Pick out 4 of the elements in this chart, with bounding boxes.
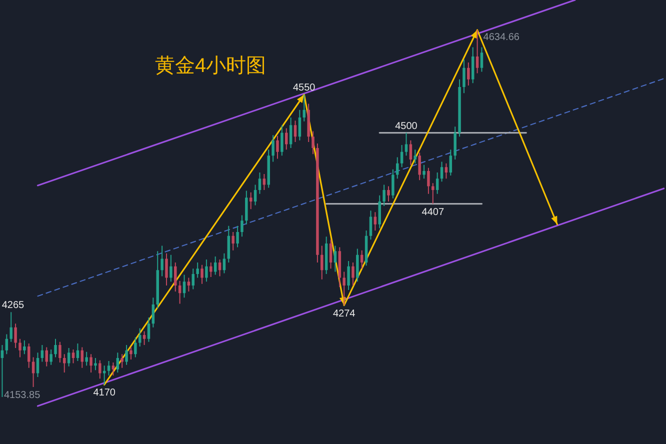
annotation: 4170 xyxy=(93,388,116,399)
annotation: 4153.85 xyxy=(4,390,41,401)
candlestick xyxy=(85,352,88,366)
annotation: 4265 xyxy=(2,300,25,312)
